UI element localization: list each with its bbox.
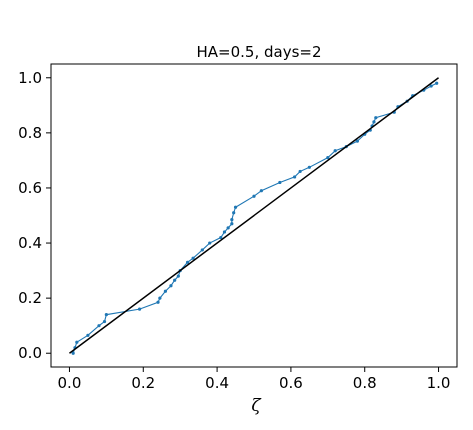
series-1-point	[169, 284, 173, 288]
series-1-line	[72, 82, 437, 354]
y-tick-label: 0.6	[18, 179, 42, 197]
series-1-point	[233, 205, 238, 209]
y-tick-label: 0.4	[18, 234, 42, 252]
series-1-point	[435, 81, 439, 85]
y-tick-label: 0.0	[18, 344, 42, 362]
series-1-point	[185, 260, 190, 264]
series-1-point	[102, 319, 107, 324]
series-1-point	[97, 324, 101, 328]
series-1-point	[226, 226, 230, 230]
series-1-point	[176, 274, 180, 278]
series-1-point	[230, 218, 234, 222]
plot-frame	[50, 63, 458, 368]
series-1-point	[429, 84, 433, 88]
series-1-point	[71, 351, 75, 355]
series-1-point	[163, 289, 168, 293]
y-tick-label: 1.0	[18, 69, 42, 87]
axes: 0.0 0.2 0.4 0.6 0.8 1.0 0.0 0.2 0.4 0.6 0.8 1.0	[18, 63, 458, 392]
series-1-point	[278, 180, 282, 185]
series-1-point	[75, 340, 79, 344]
series-1-point	[222, 230, 227, 234]
series-1-point	[191, 256, 195, 260]
x-tick-label: 0.6	[279, 374, 303, 392]
plot-area	[69, 77, 439, 355]
series-1-point	[173, 278, 177, 282]
series-1-point	[307, 165, 311, 169]
series-1-point	[104, 313, 108, 317]
series-1-point	[208, 241, 212, 245]
series-1-point	[298, 169, 302, 174]
x-tick-label: 1.0	[427, 374, 451, 392]
series-1-point	[200, 248, 204, 252]
series-1-point	[326, 156, 330, 160]
series-1-point	[137, 307, 142, 311]
series-2-line	[69, 77, 439, 354]
series-1-point	[86, 333, 90, 337]
x-tick-label: 0.8	[353, 374, 377, 392]
series-1-point	[355, 139, 359, 143]
series-1-point	[219, 235, 223, 240]
chart-title: HA=0.5, days=2	[196, 43, 321, 61]
series-1-point	[230, 222, 234, 226]
series-1-point	[374, 116, 378, 120]
series-1-point	[259, 189, 263, 193]
series-1-point	[158, 296, 162, 300]
series-1-point	[293, 175, 297, 179]
x-tick-label: 0.0	[58, 374, 82, 392]
x-tick-label: 0.2	[131, 374, 155, 392]
series-1-point	[252, 194, 256, 198]
series-1-point	[232, 211, 236, 215]
series-1-point	[333, 149, 337, 153]
series-1-point	[372, 120, 376, 124]
y-tick-label: 0.8	[18, 124, 42, 142]
x-axis-label: ζ	[251, 396, 262, 416]
x-tick-label: 0.4	[205, 374, 229, 392]
y-tick-label: 0.2	[18, 289, 42, 307]
series-1-point	[156, 300, 160, 304]
